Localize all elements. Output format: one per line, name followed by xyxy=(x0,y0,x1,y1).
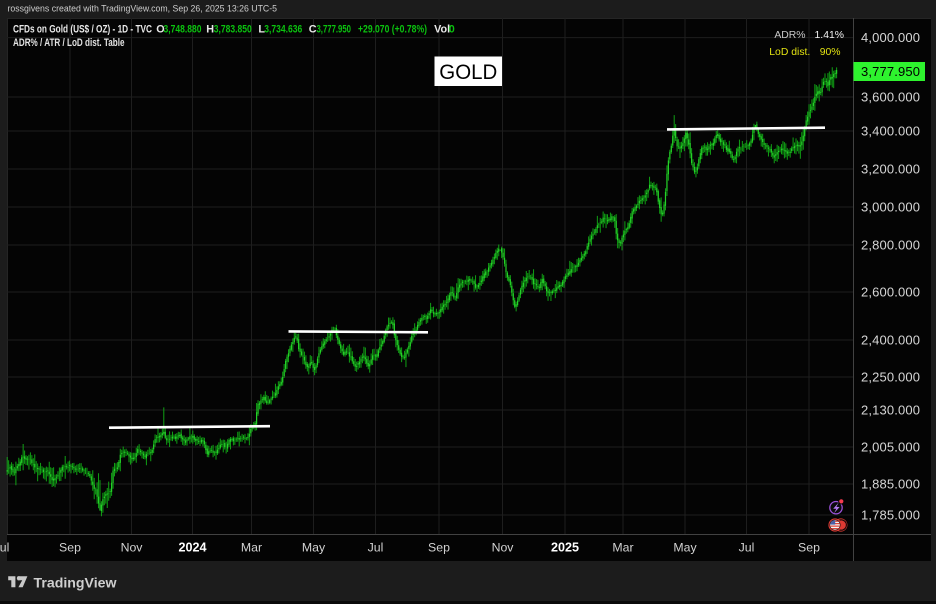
svg-text:Sep: Sep xyxy=(59,541,81,555)
svg-text:O: O xyxy=(156,24,164,36)
svg-text:LoD dist.: LoD dist. xyxy=(769,47,810,58)
svg-text:2,600.000: 2,600.000 xyxy=(861,285,920,300)
svg-text:3,777.950: 3,777.950 xyxy=(317,24,352,36)
svg-text:H: H xyxy=(206,24,214,36)
svg-text:ADR% / ATR / LoD dist. Table: ADR% / ATR / LoD dist. Table xyxy=(13,37,125,49)
svg-text:C: C xyxy=(309,24,317,36)
svg-text:Sep: Sep xyxy=(798,541,820,555)
svg-text:Nov: Nov xyxy=(492,541,515,555)
svg-text:1,885.000: 1,885.000 xyxy=(861,477,920,492)
svg-text:2,005.000: 2,005.000 xyxy=(861,440,920,455)
svg-text:3,600.000: 3,600.000 xyxy=(861,90,920,105)
svg-text:GOLD: GOLD xyxy=(439,60,497,84)
svg-text:2,400.000: 2,400.000 xyxy=(861,333,920,348)
svg-text:2,800.000: 2,800.000 xyxy=(861,238,920,253)
svg-text:4,000.000: 4,000.000 xyxy=(861,30,920,45)
svg-text:ADR%: ADR% xyxy=(774,30,805,41)
svg-text:May: May xyxy=(302,541,326,555)
svg-text:Vol: Vol xyxy=(434,24,450,36)
svg-text:3,777.950: 3,777.950 xyxy=(861,64,920,79)
svg-text:3,734.636: 3,734.636 xyxy=(264,24,302,36)
svg-text:rossgivens created with Tradin: rossgivens created with TradingView.com,… xyxy=(8,4,278,15)
svg-text:Jul: Jul xyxy=(368,541,384,555)
svg-text:TradingView: TradingView xyxy=(34,576,117,591)
svg-text:0: 0 xyxy=(449,24,455,36)
svg-text:+29.070 (+0.78%): +29.070 (+0.78%) xyxy=(358,24,427,36)
svg-text:1.41%: 1.41% xyxy=(815,30,844,41)
svg-text:3,783.850: 3,783.850 xyxy=(214,24,252,36)
svg-text:Sep: Sep xyxy=(428,541,450,555)
svg-text:Jul: Jul xyxy=(739,541,755,555)
svg-text:90%: 90% xyxy=(820,47,841,58)
svg-text:3,000.000: 3,000.000 xyxy=(861,200,920,215)
svg-text:2,130.000: 2,130.000 xyxy=(861,403,920,418)
svg-text:1,785.000: 1,785.000 xyxy=(861,508,920,523)
svg-text:Mar: Mar xyxy=(241,541,262,555)
svg-text:May: May xyxy=(673,541,697,555)
svg-text:Jul: Jul xyxy=(0,541,9,555)
svg-text:2025: 2025 xyxy=(551,541,579,555)
svg-text:L: L xyxy=(258,24,265,36)
svg-text:2024: 2024 xyxy=(178,541,206,555)
svg-text:CFDs on Gold (US$ / OZ) - 1D -: CFDs on Gold (US$ / OZ) - 1D - TVC xyxy=(13,24,152,36)
svg-text:3,200.000: 3,200.000 xyxy=(861,162,920,177)
svg-text:3,748.880: 3,748.880 xyxy=(164,24,202,36)
svg-text:2,250.000: 2,250.000 xyxy=(861,370,920,385)
svg-text:3,400.000: 3,400.000 xyxy=(861,124,920,139)
svg-text:Nov: Nov xyxy=(121,541,144,555)
svg-text:Mar: Mar xyxy=(612,541,633,555)
